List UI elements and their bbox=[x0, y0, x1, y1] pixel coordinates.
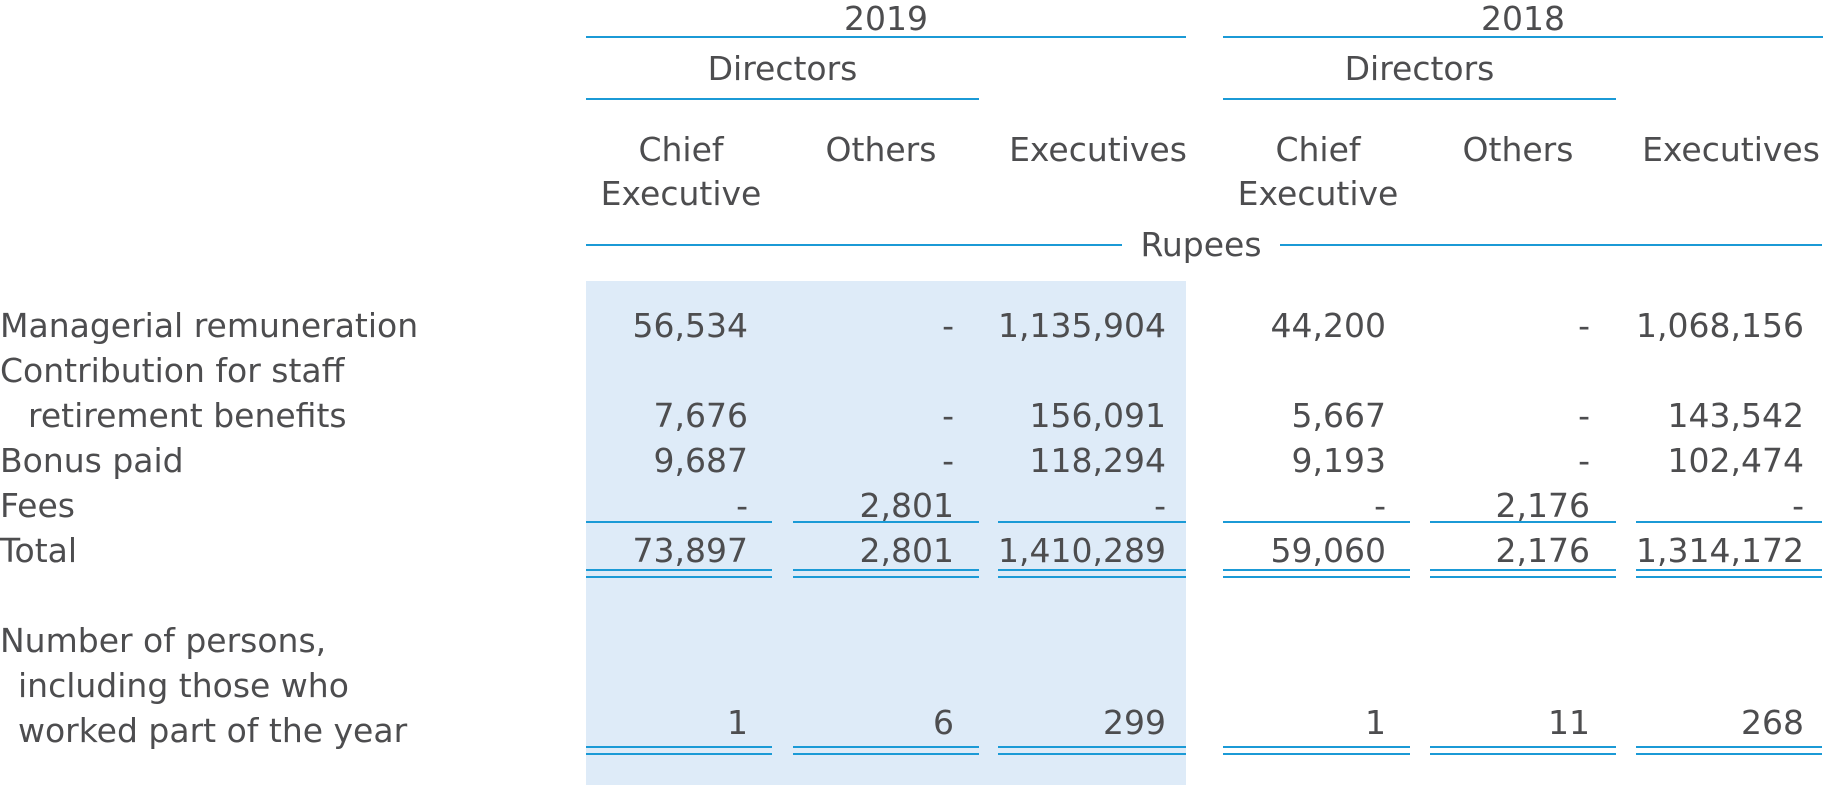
persons-cell: 11 bbox=[1548, 703, 1590, 742]
rule-unit-left bbox=[586, 244, 1122, 246]
row-label: Bonus paid bbox=[0, 441, 184, 480]
total-double-rule bbox=[1223, 569, 1410, 578]
row-label-continued: retirement benefits bbox=[28, 396, 347, 435]
persons-double-rule bbox=[586, 746, 772, 755]
persons-label-line3: worked part of the year bbox=[18, 711, 408, 750]
year-2018-heading: 2018 bbox=[1481, 0, 1565, 38]
table-cell: 44,200 bbox=[1270, 306, 1386, 345]
directors-2018-heading: Directors bbox=[1344, 49, 1495, 88]
total-cell: 59,060 bbox=[1270, 531, 1386, 570]
col-chief-2018-line1: Chief bbox=[1275, 130, 1361, 169]
total-cell: 2,801 bbox=[859, 531, 954, 570]
rule-directors-2018 bbox=[1223, 98, 1616, 100]
persons-double-rule bbox=[1430, 746, 1616, 755]
year-2019-heading: 2019 bbox=[844, 0, 928, 38]
total-cell: 1,314,172 bbox=[1636, 531, 1804, 570]
rule-2018 bbox=[1223, 36, 1823, 38]
subtotal-rule bbox=[1636, 521, 1822, 523]
col-executives-2019: Executives bbox=[1009, 130, 1187, 169]
table-cell: - bbox=[1792, 486, 1804, 525]
table-cell: 1,068,156 bbox=[1636, 306, 1804, 345]
table-cell: - bbox=[1154, 486, 1166, 525]
persons-cell: 1 bbox=[727, 703, 748, 742]
col-chief-2018-line2: Executive bbox=[1237, 174, 1399, 213]
persons-label-line2: including those who bbox=[18, 666, 349, 705]
col-executives-2018: Executives bbox=[1642, 130, 1820, 169]
subtotal-rule bbox=[1430, 521, 1616, 523]
col-chief-2019-line2: Executive bbox=[600, 174, 762, 213]
subtotal-rule bbox=[1223, 521, 1410, 523]
table-cell: 7,676 bbox=[653, 396, 748, 435]
persons-label-line1: Number of persons, bbox=[0, 621, 327, 660]
persons-cell: 268 bbox=[1741, 703, 1804, 742]
directors-2019-heading: Directors bbox=[707, 49, 858, 88]
persons-cell: 6 bbox=[933, 703, 954, 742]
table-cell: - bbox=[736, 486, 748, 525]
total-double-rule bbox=[1636, 569, 1822, 578]
table-cell: - bbox=[942, 306, 954, 345]
table-cell: - bbox=[1578, 441, 1590, 480]
total-cell: 1,410,289 bbox=[998, 531, 1166, 570]
total-cell: 73,897 bbox=[632, 531, 748, 570]
table-cell: 156,091 bbox=[1029, 396, 1166, 435]
table-cell: 9,687 bbox=[653, 441, 748, 480]
col-chief-executive-2018: Chief Executive bbox=[1223, 133, 1413, 210]
table-cell: 5,667 bbox=[1291, 396, 1386, 435]
highlight-2019-column-band bbox=[586, 281, 1186, 785]
subtotal-rule bbox=[793, 521, 979, 523]
subtotal-rule bbox=[998, 521, 1186, 523]
subtotal-rule bbox=[586, 521, 772, 523]
persons-cell: 299 bbox=[1103, 703, 1166, 742]
total-double-rule bbox=[586, 569, 772, 578]
col-others-2018: Others bbox=[1462, 130, 1574, 169]
table-cell: 56,534 bbox=[632, 306, 748, 345]
table-cell: 9,193 bbox=[1291, 441, 1386, 480]
total-label: Total bbox=[0, 531, 78, 570]
total-cell: 2,176 bbox=[1495, 531, 1590, 570]
rule-directors-2019 bbox=[586, 98, 979, 100]
row-label: Fees bbox=[0, 486, 75, 525]
persons-double-rule bbox=[1223, 746, 1410, 755]
persons-cell: 1 bbox=[1365, 703, 1386, 742]
rule-2019 bbox=[586, 36, 1186, 38]
rule-unit-right bbox=[1280, 244, 1822, 246]
table-cell: 118,294 bbox=[1029, 441, 1166, 480]
table-cell: 1,135,904 bbox=[998, 306, 1166, 345]
table-cell: 102,474 bbox=[1667, 441, 1804, 480]
total-double-rule bbox=[1430, 569, 1616, 578]
table-cell: 143,542 bbox=[1667, 396, 1804, 435]
table-cell: 2,176 bbox=[1495, 486, 1590, 525]
table-cell: 2,801 bbox=[859, 486, 954, 525]
table-cell: - bbox=[942, 441, 954, 480]
row-label: Contribution for staff bbox=[0, 351, 345, 390]
table-cell: - bbox=[1578, 396, 1590, 435]
col-others-2019: Others bbox=[825, 130, 937, 169]
total-double-rule bbox=[998, 569, 1186, 578]
row-label: Managerial remuneration bbox=[0, 306, 419, 345]
table-cell: - bbox=[1578, 306, 1590, 345]
col-chief-2019-line1: Chief bbox=[638, 130, 724, 169]
total-double-rule bbox=[793, 569, 979, 578]
persons-double-rule bbox=[998, 746, 1186, 755]
table-cell: - bbox=[942, 396, 954, 435]
table-cell: - bbox=[1374, 486, 1386, 525]
col-chief-executive-2019: Chief Executive bbox=[586, 133, 776, 210]
persons-double-rule bbox=[793, 746, 979, 755]
persons-double-rule bbox=[1636, 746, 1822, 755]
unit-label: Rupees bbox=[1140, 225, 1262, 264]
